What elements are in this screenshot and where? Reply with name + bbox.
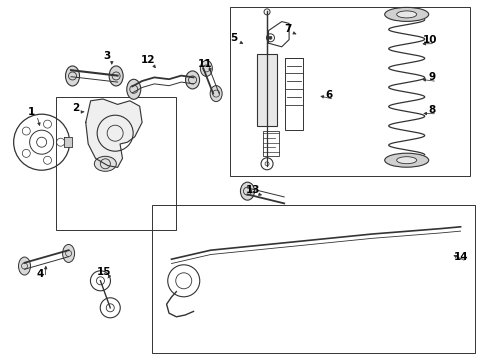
Text: 14: 14 bbox=[454, 252, 469, 262]
Text: 8: 8 bbox=[429, 105, 436, 115]
Text: 5: 5 bbox=[231, 33, 238, 43]
Text: 15: 15 bbox=[97, 267, 112, 277]
Ellipse shape bbox=[186, 71, 199, 89]
Polygon shape bbox=[86, 99, 142, 167]
Bar bbox=[56, 97, 176, 230]
Text: 7: 7 bbox=[284, 24, 292, 34]
Text: 3: 3 bbox=[103, 51, 110, 61]
Text: 12: 12 bbox=[141, 55, 155, 66]
Ellipse shape bbox=[109, 66, 123, 86]
Text: 4: 4 bbox=[36, 269, 44, 279]
Ellipse shape bbox=[200, 60, 212, 76]
Ellipse shape bbox=[397, 11, 416, 18]
Ellipse shape bbox=[127, 79, 141, 99]
Bar bbox=[152, 205, 475, 353]
Ellipse shape bbox=[210, 86, 222, 102]
Text: 6: 6 bbox=[326, 90, 333, 100]
Polygon shape bbox=[64, 137, 72, 147]
Bar bbox=[263, 131, 279, 156]
Ellipse shape bbox=[95, 156, 116, 171]
Ellipse shape bbox=[385, 8, 429, 21]
Bar bbox=[285, 58, 303, 130]
Ellipse shape bbox=[66, 66, 79, 86]
Ellipse shape bbox=[241, 182, 254, 200]
Text: 9: 9 bbox=[429, 72, 436, 82]
Circle shape bbox=[269, 36, 272, 39]
Text: 11: 11 bbox=[197, 59, 212, 69]
Bar bbox=[230, 7, 470, 176]
Ellipse shape bbox=[385, 153, 429, 167]
Text: 1: 1 bbox=[28, 107, 35, 117]
Text: 10: 10 bbox=[423, 35, 438, 45]
Ellipse shape bbox=[397, 157, 416, 164]
Text: 2: 2 bbox=[73, 103, 79, 113]
Ellipse shape bbox=[19, 257, 30, 275]
Ellipse shape bbox=[63, 244, 74, 262]
Text: 13: 13 bbox=[245, 185, 260, 195]
Bar bbox=[257, 54, 277, 126]
